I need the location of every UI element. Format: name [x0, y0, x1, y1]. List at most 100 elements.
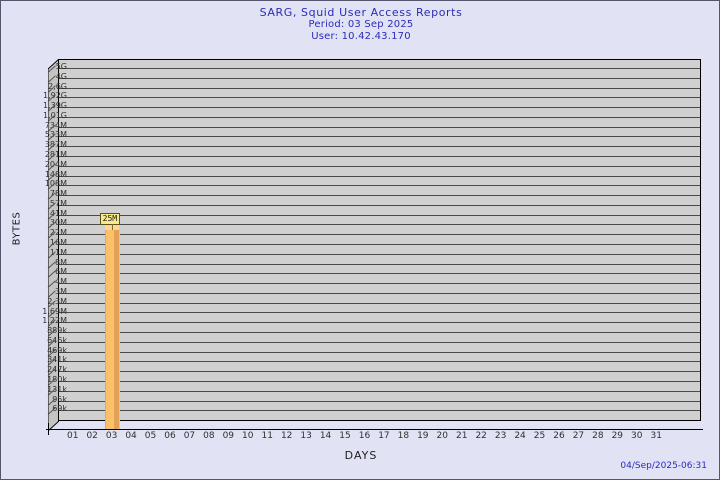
gridline [59, 88, 700, 89]
x-axis-tick-label: 27 [572, 431, 585, 441]
bar-side-face [113, 229, 119, 429]
y-axis-tick-label: 148M [44, 169, 67, 179]
y-axis-tick-label: 78M [49, 189, 67, 199]
y-axis-tick-label: 95k [52, 394, 67, 404]
x-axis-tick-label: 18 [397, 431, 410, 441]
x-axis-tick-label: 31 [650, 431, 662, 441]
y-axis-tick-label: 1,22M [15, 317, 67, 325]
y-axis-tick-label: 281M [44, 150, 67, 160]
gridline [59, 264, 700, 265]
x-axis-tick-label: 17 [378, 431, 390, 441]
x-axis-tick-label: 30 [631, 431, 643, 441]
gridline [59, 97, 700, 98]
x-axis-tick-label: 06 [164, 431, 176, 441]
y-axis-tick-label: 533M [44, 130, 67, 140]
gridline [59, 401, 700, 402]
gridline [59, 68, 700, 69]
y-axis-ticks: 5G4G2,6G1,92G1,39G1,01G734M533M387M281M2… [1, 1, 67, 479]
y-axis-tick-label: 1,39G [15, 102, 67, 110]
report-user: User: 10.42.43.170 [311, 31, 411, 42]
gridline [59, 410, 700, 411]
y-axis-tick-label: 108M [44, 179, 67, 189]
gridline [59, 146, 700, 147]
x-axis-tick-label: 13 [300, 431, 312, 441]
gridline [59, 176, 700, 177]
y-axis-tick-label: 3M [55, 286, 67, 296]
gridline [59, 361, 700, 362]
gridline [59, 156, 700, 157]
gridline [59, 185, 700, 186]
x-axis-tick-label: 23 [494, 431, 507, 441]
y-axis-tick-label: 204M [44, 159, 67, 169]
gridline [59, 244, 700, 245]
gridline [59, 322, 700, 323]
y-axis-tick-label: 2,3M [47, 296, 67, 306]
x-axis-tick-label: 03 [105, 431, 118, 441]
gridline [59, 224, 700, 225]
x-axis-title: DAYS [344, 449, 378, 462]
gridline [59, 127, 700, 128]
y-axis-tick-label: 16M [49, 238, 67, 248]
y-axis-tick-label: 131k [47, 384, 67, 394]
gridline [59, 215, 700, 216]
gridline [59, 371, 700, 372]
x-axis-tick-label: 12 [280, 431, 293, 441]
y-axis-tick-label: 69k [52, 404, 67, 414]
y-axis-tick-label: 6M [55, 267, 67, 277]
gridline [59, 332, 700, 333]
gridline [59, 234, 700, 235]
y-axis-tick-label: 889k [47, 326, 67, 336]
page-title: SARG, Squid User Access Reports [259, 6, 463, 19]
y-axis-tick-label: 387M [44, 140, 67, 150]
gridline [59, 78, 700, 79]
gridline [59, 342, 700, 343]
x-axis-tick-label: 26 [553, 431, 565, 441]
y-axis-tick-label: 8M [55, 257, 67, 267]
x-axis-tick-label: 01 [66, 431, 79, 441]
y-axis-tick-label: 180k [47, 374, 67, 384]
y-axis-tick-label: 341k [47, 355, 67, 365]
report-period: Period: 03 Sep 2025 [308, 19, 414, 30]
x-axis-tick-label: 16 [358, 431, 371, 441]
bar [104, 225, 120, 429]
y-axis-tick-label: 1,92G [15, 92, 67, 100]
gridline [59, 293, 700, 294]
x-axis-tick-label: 04 [125, 431, 137, 441]
gridline [59, 136, 700, 137]
y-axis-tick-label: 41M [49, 208, 67, 218]
gridline [59, 420, 700, 421]
x-axis-tick-label: 20 [436, 431, 448, 441]
y-axis-tick-label: 57M [49, 198, 67, 208]
y-axis-tick-label: 247k [47, 365, 67, 375]
y-axis-tick-label: 469k [47, 345, 67, 355]
generated-timestamp: 04/Sep/2025-06:31 [620, 461, 707, 471]
gridline [59, 195, 700, 196]
x-axis-tick-label: 02 [86, 431, 98, 441]
bar-value-label: 25M [99, 213, 121, 226]
y-axis-tick-label: 5G [55, 62, 67, 71]
x-axis-tick-label: 14 [319, 431, 332, 441]
gridline [59, 117, 700, 118]
gridline [59, 381, 700, 382]
gridline [59, 273, 700, 274]
x-axis-tick-label: 11 [261, 431, 273, 441]
gridline [59, 254, 700, 255]
gridline [59, 391, 700, 392]
y-axis-tick-label: 4M [55, 277, 67, 287]
y-axis-tick-label: 4G [55, 71, 67, 81]
plot-area [58, 59, 701, 421]
y-axis-tick-label: 734M [44, 120, 67, 130]
x-axis-line [46, 429, 703, 430]
y-axis-tick-label: 646k [47, 335, 67, 345]
x-axis-ticks: 01 02 03 04 05 06 07 08 09 10 11 12 13 14 15 16 17 18 19 20… [1, 431, 719, 447]
y-axis-tick-label: 1,01G [15, 111, 67, 120]
x-axis-tick-label: 05 [144, 431, 157, 441]
gridline [59, 283, 700, 284]
gridline [59, 166, 700, 167]
gridline [59, 107, 700, 108]
x-axis-tick-label: 21 [455, 431, 468, 441]
y-axis-tick-label: 1,69M [15, 307, 67, 316]
x-axis-tick-label: 07 [183, 431, 196, 441]
x-axis-tick-label: 25 [533, 431, 546, 441]
